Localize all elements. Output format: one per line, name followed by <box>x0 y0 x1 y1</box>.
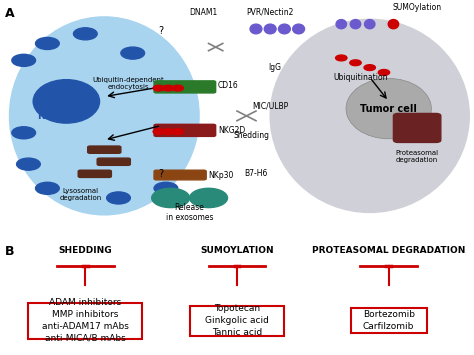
Text: B7-H6: B7-H6 <box>244 169 268 178</box>
FancyBboxPatch shape <box>28 303 142 339</box>
Text: SHEDDING: SHEDDING <box>58 246 112 255</box>
Circle shape <box>378 70 390 75</box>
Circle shape <box>12 54 36 66</box>
FancyBboxPatch shape <box>154 124 216 136</box>
Text: NK cell: NK cell <box>38 111 76 121</box>
Text: Release
in exosomes: Release in exosomes <box>166 203 213 222</box>
Circle shape <box>36 37 59 49</box>
Ellipse shape <box>264 24 276 34</box>
Text: DNAM1: DNAM1 <box>190 8 218 17</box>
FancyBboxPatch shape <box>190 306 284 336</box>
Text: Proteasomal
degradation: Proteasomal degradation <box>396 150 438 163</box>
Text: IgG: IgG <box>268 63 282 72</box>
Circle shape <box>153 129 164 135</box>
Text: Ubiquitin-dependent
endocytosis: Ubiquitin-dependent endocytosis <box>92 77 164 90</box>
Circle shape <box>121 47 145 59</box>
Text: ?: ? <box>159 26 164 36</box>
Circle shape <box>350 60 361 66</box>
Circle shape <box>154 182 178 194</box>
Ellipse shape <box>346 78 431 139</box>
Circle shape <box>336 55 347 61</box>
Text: PROTEASOMAL DEGRADATION: PROTEASOMAL DEGRADATION <box>312 246 465 255</box>
Text: Shedding: Shedding <box>233 131 269 140</box>
Text: SUMOYLATION: SUMOYLATION <box>200 246 274 255</box>
Circle shape <box>73 28 97 40</box>
Text: A: A <box>5 7 14 20</box>
Ellipse shape <box>270 19 469 212</box>
Text: MIC/ULBP: MIC/ULBP <box>252 102 288 111</box>
Ellipse shape <box>278 24 290 34</box>
Circle shape <box>172 129 183 135</box>
Text: NKp30: NKp30 <box>209 170 234 180</box>
Text: PVR/Nectin2: PVR/Nectin2 <box>246 8 294 17</box>
Ellipse shape <box>250 24 262 34</box>
FancyBboxPatch shape <box>351 308 427 333</box>
Circle shape <box>163 85 174 91</box>
FancyBboxPatch shape <box>88 146 121 153</box>
Text: ADAM inhibitors
MMP inhibitors
anti-ADAM17 mAbs
anti-MICA/B mAbs: ADAM inhibitors MMP inhibitors anti-ADAM… <box>42 298 129 343</box>
Ellipse shape <box>388 20 399 29</box>
Circle shape <box>163 129 174 135</box>
Ellipse shape <box>292 24 304 34</box>
Circle shape <box>107 192 130 204</box>
Ellipse shape <box>33 80 100 123</box>
Circle shape <box>172 85 183 91</box>
Circle shape <box>190 188 228 208</box>
Text: ?: ? <box>159 169 164 179</box>
Ellipse shape <box>350 20 361 29</box>
Text: NKG2D: NKG2D <box>218 126 245 135</box>
Circle shape <box>12 127 36 139</box>
Text: Topotecan
Ginkgolic acid
Tannic acid: Topotecan Ginkgolic acid Tannic acid <box>205 304 269 337</box>
Text: SUMOylation: SUMOylation <box>392 3 442 12</box>
FancyBboxPatch shape <box>393 114 441 142</box>
Text: B: B <box>5 245 14 258</box>
Text: Bortezomib
Carfilzomib: Bortezomib Carfilzomib <box>363 310 415 331</box>
Ellipse shape <box>336 20 346 29</box>
Text: Tumor cell: Tumor cell <box>360 104 417 114</box>
Circle shape <box>17 158 40 170</box>
Text: Ubiquitination: Ubiquitination <box>333 73 387 82</box>
Circle shape <box>153 85 164 91</box>
Circle shape <box>152 188 190 208</box>
Circle shape <box>364 65 375 71</box>
FancyBboxPatch shape <box>78 170 111 178</box>
Ellipse shape <box>365 20 375 29</box>
FancyBboxPatch shape <box>154 81 216 93</box>
FancyBboxPatch shape <box>154 170 206 180</box>
Circle shape <box>36 182 59 194</box>
Text: Lysosomal
degradation: Lysosomal degradation <box>59 188 102 201</box>
FancyBboxPatch shape <box>97 158 130 165</box>
Text: CD16: CD16 <box>218 81 239 90</box>
Ellipse shape <box>9 17 199 215</box>
